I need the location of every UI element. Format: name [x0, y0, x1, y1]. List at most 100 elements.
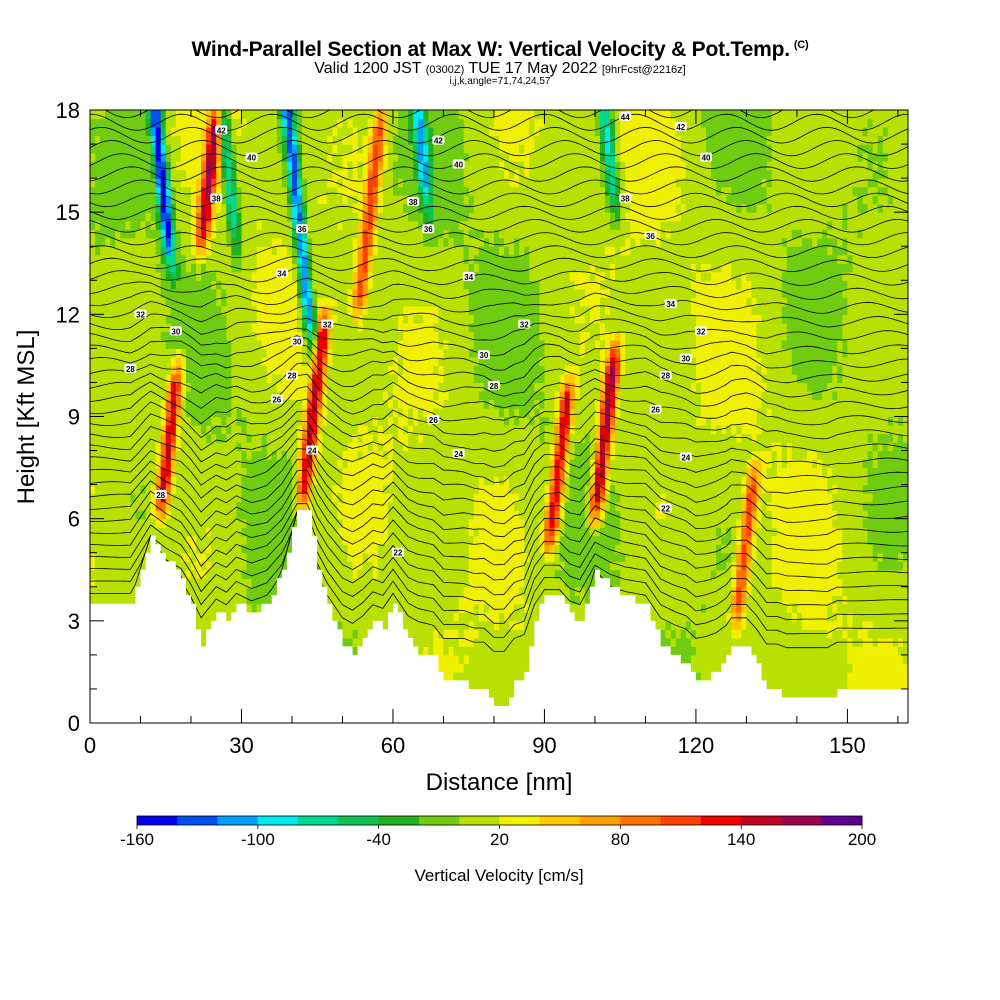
x-tick-label: 90: [532, 733, 556, 758]
theta-contour-line: [90, 277, 908, 300]
theta-contour-line: [90, 448, 908, 525]
theta-contour-line: [90, 313, 908, 341]
theta-contour-line: [90, 335, 908, 371]
theta-contour-label: 26: [649, 404, 662, 415]
theta-contour-line: [90, 511, 908, 610]
contour-label-text: 24: [308, 447, 317, 456]
theta-contour-line: [90, 385, 908, 440]
theta-contour-label: 40: [245, 152, 258, 163]
y-axis-label: Height [Kft MSL]: [13, 330, 40, 505]
contour-label-text: 32: [323, 321, 332, 330]
theta-contour-label: 38: [619, 193, 632, 204]
colorbar-swatch: [539, 816, 581, 825]
contour-label-bg: [644, 231, 657, 241]
y-tick-label: 9: [68, 405, 80, 430]
theta-contour-label: 32: [134, 309, 147, 319]
theta-contour-line: [90, 373, 908, 426]
contour-label-text: 32: [697, 327, 706, 336]
theta-contour-label: 32: [518, 319, 531, 330]
theta-contour-label: 32: [321, 319, 334, 330]
chart-subtitle: Valid 1200 JST (0300Z) TUE 17 May 2022 […: [314, 60, 686, 77]
theta-contour-line: [90, 438, 908, 512]
theta-contour-line: [90, 126, 908, 144]
theta-contour-line: [90, 458, 908, 538]
theta-contour-label: 24: [452, 448, 465, 459]
theta-contour-label: 40: [452, 159, 465, 169]
theta-contour-line: [90, 140, 908, 157]
contour-label-bg: [619, 193, 632, 203]
y-tick-label: 6: [68, 507, 80, 532]
theta-contour-label: 30: [291, 336, 304, 347]
theta-contour-line: [90, 205, 908, 220]
contour-label-bg: [664, 299, 677, 309]
contour-label-bg: [169, 326, 182, 336]
contour-label-text: 28: [156, 491, 165, 500]
contour-label-text: 38: [409, 198, 418, 207]
terrain-shape: [90, 510, 908, 723]
contour-label-text: 36: [298, 225, 307, 234]
colorbar-tick-label: 20: [490, 830, 509, 849]
contour-label-text: 28: [661, 372, 670, 381]
contour-label-bg: [477, 350, 490, 360]
theta-contour-line: [90, 503, 908, 596]
colorbar-swatch: [700, 816, 742, 825]
theta-contour-label: 28: [154, 489, 167, 500]
contour-label-bg: [245, 152, 258, 162]
contour-label-bg: [321, 319, 334, 329]
contour-label-bg: [679, 353, 692, 363]
theta-contour-label: 28: [124, 363, 137, 374]
theta-contour-label: 22: [392, 547, 405, 558]
contour-label-text: 40: [454, 160, 463, 169]
theta-contour-label: 42: [432, 135, 445, 146]
contour-label-bg: [487, 380, 500, 390]
contour-label-bg: [674, 122, 687, 132]
contour-label-bg: [432, 135, 445, 145]
theta-contour-line: [90, 429, 908, 498]
y-tick-label: 3: [68, 609, 80, 634]
contour-label-text: 38: [621, 195, 630, 204]
colorbar: -160 -100 -40 20 80 140 200: [120, 815, 876, 849]
theta-contour-line: [90, 153, 908, 169]
theta-contour-line: [90, 362, 908, 412]
chart-title: Wind-Parallel Section at Max W: Vertical…: [191, 38, 809, 61]
contour-label-bg: [518, 319, 531, 329]
theta-contour-line: [90, 166, 908, 182]
contour-label-text: 42: [434, 137, 443, 146]
theta-contour-line: [90, 218, 908, 233]
theta-contour-label: 42: [215, 125, 228, 135]
colorbar-swatch: [459, 816, 500, 825]
contour-label-bg: [700, 152, 713, 162]
theta-contour-label: 26: [270, 394, 283, 404]
contour-label-bg: [210, 193, 223, 203]
theta-contour-label: 24: [306, 445, 319, 456]
contour-label-text: 30: [681, 355, 690, 364]
contour-label-bg: [407, 196, 420, 206]
colorbar-swatch: [177, 816, 219, 825]
theta-contour-label: 34: [462, 271, 475, 282]
theta-contour-label: 32: [694, 326, 707, 336]
colorbar-tick-label: 80: [611, 830, 630, 849]
theta-contour-label: 40: [700, 152, 713, 163]
contour-label-text: 24: [454, 450, 463, 459]
contour-label-bg: [392, 547, 405, 557]
contour-label-text: 28: [489, 382, 498, 391]
theta-contour-label: 30: [679, 353, 692, 364]
colorbar-swatch: [499, 816, 541, 825]
contour-label-text: 30: [479, 351, 488, 360]
x-tick-label: 120: [678, 733, 715, 758]
theta-contour-line: [90, 410, 908, 468]
contour-label-bg: [659, 370, 672, 380]
theta-contour-line: [90, 290, 908, 314]
contour-label-text: 38: [212, 195, 221, 204]
theta-contour-label: 42: [674, 122, 687, 132]
theta-contour-label: 36: [644, 231, 657, 241]
theta-contour-label: 28: [285, 370, 298, 381]
contour-label-text: 42: [217, 126, 226, 135]
contour-label-bg: [134, 309, 147, 319]
y-tick-label: 15: [56, 200, 80, 225]
y-tick-label: 0: [68, 711, 80, 736]
chart-indices: i,j,k,angle=71,74,24,57: [449, 76, 551, 87]
contour-label-text: 40: [702, 154, 711, 163]
